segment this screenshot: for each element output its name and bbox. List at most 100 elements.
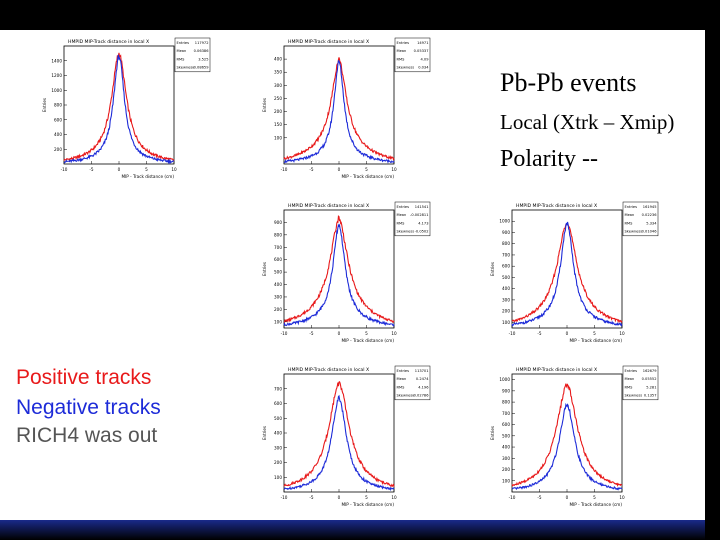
stats-label: Skewness	[397, 66, 415, 70]
series-negative-tracks	[283, 394, 395, 492]
x-axis-label: MIP - Track distance (cm)	[341, 174, 394, 179]
stats-label: Skewness	[397, 230, 415, 234]
stats-value: 162679	[643, 369, 657, 373]
stats-label: Mean	[397, 213, 407, 217]
histogram-title: HMPID MIP-Track distance in local X	[516, 367, 597, 373]
stats-value: 113701	[415, 369, 429, 373]
x-tick-label: 0	[566, 495, 569, 500]
y-tick-label: 200	[274, 460, 282, 465]
x-tick-label: -5	[309, 331, 314, 336]
y-tick-label: 900	[502, 388, 510, 393]
x-tick-label: -10	[281, 331, 288, 336]
x-tick-label: 0	[338, 495, 341, 500]
stats-value: -0.08659	[192, 66, 209, 70]
stats-box	[394, 37, 431, 73]
slide-title-events: Pb-Pb events	[500, 68, 637, 97]
y-tick-label: 900	[274, 220, 282, 225]
stats-label: Mean	[397, 49, 407, 53]
y-tick-label: 200	[274, 307, 282, 312]
y-tick-label: 200	[502, 467, 510, 472]
stats-label: RMS	[625, 221, 634, 225]
y-tick-label: 400	[502, 445, 510, 450]
stats-label: Entries	[625, 205, 638, 209]
stats-label: Mean	[625, 377, 635, 381]
series-negative-tracks	[283, 60, 395, 164]
series-positive-tracks	[283, 215, 395, 324]
y-tick-label: 150	[274, 122, 282, 127]
series-positive-tracks	[283, 380, 395, 488]
histogram-title: HMPID MIP-Track distance in local X	[288, 203, 369, 209]
stats-value: 5.334	[646, 221, 657, 225]
x-tick-label: 10	[391, 167, 397, 172]
stats-label: RMS	[397, 221, 406, 225]
histogram-title: HMPID MIP-Track distance in local X	[68, 39, 149, 45]
y-tick-label: 500	[502, 275, 510, 280]
y-tick-label: 100	[502, 478, 510, 483]
legend-positive-tracks: Positive tracks	[16, 366, 152, 389]
stats-label: Skewness	[625, 230, 643, 234]
y-tick-label: 300	[274, 294, 282, 299]
y-tick-label: 100	[274, 319, 282, 324]
y-tick-label: 1400	[51, 58, 62, 63]
y-tick-label: 800	[274, 232, 282, 237]
x-tick-label: 5	[365, 495, 368, 500]
x-tick-label: 0	[338, 331, 341, 336]
series-positive-tracks	[283, 57, 395, 161]
y-tick-label: 500	[274, 270, 282, 275]
x-tick-label: 10	[171, 167, 177, 172]
legend-rich4-out: RICH4 was out	[16, 424, 158, 447]
y-tick-label: 600	[502, 422, 510, 427]
histogram-title: HMPID MIP-Track distance in local X	[516, 203, 597, 209]
x-axis-label: MIP - Track distance (cm)	[569, 338, 622, 343]
y-tick-label: 250	[274, 96, 282, 101]
stats-value: 14971	[417, 41, 428, 45]
series-positive-tracks	[511, 383, 623, 488]
stats-box	[394, 201, 431, 237]
stats-value: 5.281	[646, 385, 656, 389]
stats-value: 0.1357	[644, 394, 657, 398]
y-tick-label: 700	[274, 245, 282, 250]
x-tick-label: -5	[537, 495, 542, 500]
y-tick-label: 1000	[51, 88, 62, 93]
y-tick-label: 600	[274, 401, 282, 406]
x-tick-label: -10	[281, 495, 288, 500]
y-tick-label: 500	[502, 433, 510, 438]
stats-value: 3.525	[198, 57, 208, 61]
histogram-panel-bottom-left: HMPID MIP-Track distance in local X Entri…	[262, 364, 432, 514]
histogram-panel-top-middle: HMPID MIP-Track distance in local X Entri…	[262, 36, 432, 186]
stats-label: RMS	[625, 385, 634, 389]
stats-label: Entries	[177, 41, 190, 45]
stats-value: 117972	[195, 41, 209, 45]
y-tick-label: 800	[502, 241, 510, 246]
x-tick-label: -10	[509, 331, 516, 336]
x-tick-label: -10	[281, 167, 288, 172]
histogram-panel-middle-right: HMPID MIP-Track distance in local X Entri…	[490, 200, 660, 350]
y-tick-label: 200	[502, 309, 510, 314]
stats-value: 0.01046	[642, 230, 658, 234]
x-axis-label: MIP - Track distance (cm)	[569, 502, 622, 507]
histogram-panel-middle-left: HMPID MIP-Track distance in local X Entri…	[262, 200, 432, 350]
stats-label: Skewness	[177, 66, 195, 70]
y-tick-label: 400	[274, 282, 282, 287]
x-tick-label: 0	[338, 167, 341, 172]
stats-label: Entries	[397, 369, 410, 373]
stats-label: Mean	[625, 213, 635, 217]
y-tick-label: 400	[274, 57, 282, 62]
x-tick-label: -5	[89, 167, 94, 172]
stats-label: Entries	[625, 369, 638, 373]
y-tick-label: 350	[274, 70, 282, 75]
x-tick-label: 5	[593, 331, 596, 336]
x-tick-label: 5	[365, 167, 368, 172]
stats-label: Entries	[397, 205, 410, 209]
histogram-panel-top-left: HMPID MIP-Track distance in local X Entri…	[42, 36, 212, 186]
y-tick-label: 400	[274, 431, 282, 436]
stats-value: 4.09	[420, 57, 429, 61]
series-negative-tracks	[283, 223, 395, 327]
x-tick-label: 10	[619, 495, 625, 500]
y-axis-label: Entries	[490, 262, 495, 276]
stats-value: 0.02236	[642, 213, 658, 217]
stats-box	[394, 365, 431, 401]
stats-value: -0.0502	[415, 230, 429, 234]
x-axis-label: MIP - Track distance (cm)	[121, 174, 174, 179]
